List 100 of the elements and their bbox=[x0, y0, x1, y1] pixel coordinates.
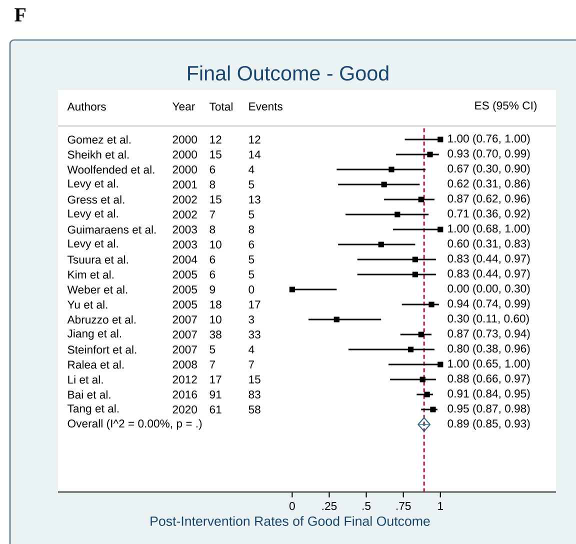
point bbox=[438, 136, 444, 142]
annotation: 0.94 (0.74, 0.99) bbox=[448, 299, 530, 310]
y-tick-label: Tsuura et al. bbox=[68, 255, 128, 264]
annotation: 0.95 (0.87, 0.98) bbox=[448, 404, 530, 415]
annotation: 6 bbox=[210, 270, 216, 279]
annotation: 15 bbox=[210, 196, 222, 204]
y-tick-label: Levy et al. bbox=[68, 179, 118, 190]
annotation: 12 bbox=[249, 136, 260, 144]
annotation: 10 bbox=[210, 316, 222, 324]
point bbox=[289, 286, 295, 292]
point bbox=[438, 362, 444, 368]
text: Total bbox=[210, 102, 232, 111]
annotation: 91 bbox=[210, 390, 222, 399]
point bbox=[334, 316, 340, 322]
point bbox=[427, 152, 433, 158]
y-tick-label: Overall (I^2 = 0.00%, p = .) bbox=[68, 419, 202, 430]
annotation: 2020 bbox=[172, 406, 198, 414]
annotation: 7 bbox=[210, 210, 215, 218]
annotation: 10 bbox=[210, 240, 222, 249]
annotation: 8 bbox=[210, 226, 216, 234]
annotation: 8 bbox=[210, 180, 216, 189]
annotation: 2005 bbox=[172, 270, 198, 279]
y-tick-label: Bai et al. bbox=[68, 390, 110, 399]
y-tick-label: Yu et al. bbox=[68, 300, 108, 309]
annotation: 0.87 (0.73, 0.94) bbox=[448, 329, 530, 340]
y-tick-label: Steinfort et al. bbox=[68, 345, 136, 354]
annotation: 15 bbox=[249, 376, 260, 384]
point bbox=[438, 226, 444, 232]
annotation: 2002 bbox=[172, 196, 197, 204]
point bbox=[378, 242, 384, 248]
y-tick-label: Guimaraens et al. bbox=[68, 225, 156, 234]
annotation: 2005 bbox=[172, 286, 198, 294]
y-tick-label: Levy et al. bbox=[68, 209, 118, 220]
y-tick-label: Li et al. bbox=[68, 375, 103, 384]
annotation: 0.93 (0.70, 0.99) bbox=[448, 149, 530, 160]
annotation: 2003 bbox=[172, 226, 197, 234]
annotation: 2000 bbox=[172, 150, 198, 159]
annotation: 5 bbox=[210, 346, 216, 354]
annotation: 17 bbox=[210, 376, 222, 384]
y-tick-label: Gomez et al. bbox=[68, 135, 130, 144]
annotation: 0 bbox=[248, 286, 254, 294]
annotation: 7 bbox=[210, 360, 215, 368]
annotation: 0.67 (0.30, 0.90) bbox=[448, 164, 530, 175]
annotation: 58 bbox=[248, 406, 260, 414]
annotation: 1.00 (0.65, 1.00) bbox=[448, 359, 530, 370]
annotation: 2012 bbox=[172, 376, 197, 384]
annotation: 0.83 (0.44, 0.97) bbox=[448, 269, 530, 280]
y-tick-label: Kim et al. bbox=[68, 270, 114, 279]
point bbox=[412, 272, 418, 278]
point bbox=[430, 406, 436, 412]
x-tick-label: .75 bbox=[396, 502, 411, 510]
annotation: 2005 bbox=[172, 300, 198, 309]
annotation: 17 bbox=[249, 300, 260, 308]
annotation: 2007 bbox=[172, 330, 197, 339]
annotation: 0.87 (0.62, 0.96) bbox=[448, 194, 530, 205]
annotation: 1.00 (0.76, 1.00) bbox=[448, 134, 530, 145]
point bbox=[418, 196, 424, 202]
annotation: 2007 bbox=[172, 316, 197, 324]
annotation: 2007 bbox=[172, 346, 197, 354]
annotation: 0.00 (0.00, 0.30) bbox=[448, 284, 530, 295]
annotation: 9 bbox=[210, 286, 216, 294]
annotation: 0.80 (0.38, 0.96) bbox=[448, 344, 530, 355]
annotation: 83 bbox=[248, 390, 260, 399]
y-tick-label: Levy et al. bbox=[68, 239, 118, 250]
annotation: 0.62 (0.31, 0.86) bbox=[448, 179, 530, 190]
y-tick-label: Woolfended et al. bbox=[67, 165, 154, 174]
x-tick-label: .5 bbox=[362, 502, 371, 510]
annotation: 0.60 (0.31, 0.83) bbox=[448, 239, 530, 250]
y-tick-label: Tang et al. bbox=[68, 404, 119, 415]
annotation: 18 bbox=[210, 300, 222, 309]
point bbox=[428, 302, 434, 308]
annotation: 6 bbox=[210, 166, 216, 174]
y-tick-label: Sheikh et al. bbox=[68, 150, 129, 159]
point bbox=[408, 346, 414, 352]
annotation: 0.83 (0.44, 0.97) bbox=[448, 254, 530, 265]
annotation: 1.00 (0.68, 1.00) bbox=[448, 224, 530, 235]
annotation: 0.89 (0.85, 0.93) bbox=[448, 419, 530, 430]
point bbox=[418, 417, 431, 432]
annotation: 12 bbox=[210, 136, 222, 144]
annotation: 33 bbox=[248, 330, 260, 339]
annotation: 61 bbox=[210, 406, 222, 414]
y-tick-label: Jiang et al. bbox=[67, 329, 122, 340]
point bbox=[424, 392, 430, 398]
y-tick-label: Abruzzo et al. bbox=[67, 315, 136, 324]
text: Events bbox=[249, 102, 282, 110]
annotation: 5 bbox=[248, 210, 254, 218]
annotation: 6 bbox=[248, 240, 254, 249]
annotation: 7 bbox=[248, 360, 254, 368]
annotation: 2000 bbox=[172, 166, 198, 174]
annotation: 0.88 (0.66, 0.97) bbox=[448, 374, 530, 385]
annotation: 8 bbox=[248, 226, 254, 234]
text: Authors bbox=[67, 102, 106, 111]
annotation: 0.91 (0.84, 0.95) bbox=[448, 389, 530, 400]
annotation: 2003 bbox=[172, 240, 197, 249]
annotation: 5 bbox=[248, 270, 254, 278]
chart-title: Final Outcome - Good bbox=[188, 65, 388, 81]
annotation: 2002 bbox=[172, 210, 197, 219]
x-tick-label: 1 bbox=[438, 502, 443, 510]
text: Year bbox=[172, 102, 195, 110]
x-tick-label: .25 bbox=[322, 502, 337, 510]
